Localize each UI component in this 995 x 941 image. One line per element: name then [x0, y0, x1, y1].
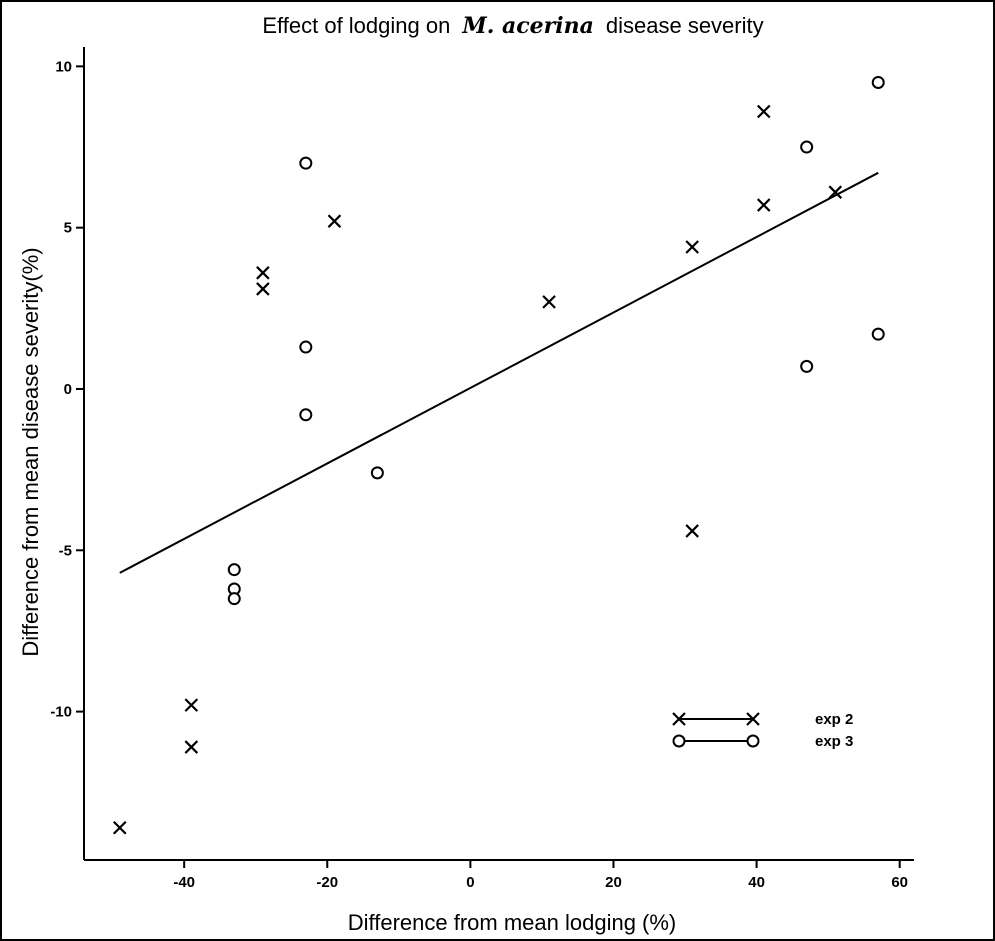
- point-exp3-1: [299, 340, 313, 354]
- point-exp2-6: [542, 295, 556, 309]
- chart-title-suffix: disease severity: [606, 13, 764, 38]
- x-tick-label-4: 40: [748, 874, 765, 891]
- chart-title-prefix: Effect of lodging on: [262, 13, 450, 38]
- point-exp3-9: [871, 75, 885, 89]
- y-tick-label-2: 0: [64, 381, 72, 398]
- x-axis-ticks: -40 -20 0 20 40 60: [173, 860, 908, 891]
- x-axis-label: Difference from mean lodging (%): [348, 910, 677, 935]
- point-exp2-10: [756, 198, 771, 212]
- point-exp3-10: [871, 327, 885, 341]
- x-tick-label-0: -40: [173, 874, 195, 891]
- point-exp2-7: [685, 240, 699, 254]
- legend: exp 2 exp 3: [672, 711, 853, 750]
- legend-marker-exp3-start: [672, 734, 686, 748]
- y-tick-label-1: -5: [59, 542, 72, 559]
- point-exp2-1: [184, 698, 199, 712]
- point-exp2-2: [184, 740, 199, 754]
- point-exp3-7: [800, 140, 814, 154]
- x-tick-label-1: -20: [316, 874, 338, 891]
- point-exp3-3: [370, 466, 384, 480]
- legend-marker-exp2-start: [672, 712, 686, 726]
- y-tick-label-0: -10: [50, 704, 72, 721]
- y-tick-label-4: 10: [55, 58, 72, 75]
- point-exp2-11: [828, 185, 843, 199]
- legend-marker-exp3-end: [746, 734, 760, 748]
- point-exp2-8: [685, 524, 699, 538]
- y-axis-ticks: -10 -5 0 5 10: [50, 58, 84, 721]
- point-exp3-4: [227, 563, 241, 577]
- legend-marker-exp2-end: [746, 712, 760, 726]
- point-exp2-3: [256, 266, 270, 280]
- point-exp2-0: [112, 820, 127, 835]
- y-tick-label-3: 5: [64, 220, 72, 237]
- point-exp2-5: [327, 214, 342, 228]
- legend-label-exp2: exp 2: [815, 711, 853, 728]
- point-exp2-4: [256, 282, 270, 296]
- point-exp3-8: [800, 359, 814, 373]
- point-exp2-9: [756, 104, 771, 119]
- x-tick-label-3: 20: [605, 874, 622, 891]
- legend-item-exp3: exp 3: [672, 733, 853, 750]
- data-points: [112, 75, 885, 835]
- y-axis-label: Difference from mean disease severity(%): [18, 247, 43, 656]
- x-tick-label-2: 0: [466, 874, 474, 891]
- point-exp3-0: [299, 156, 313, 170]
- chart-title-species: M. acerina: [461, 13, 594, 39]
- fit-line: [119, 171, 879, 574]
- x-tick-label-5: 60: [891, 874, 908, 891]
- fit-line-group: [119, 171, 879, 574]
- point-exp3-6: [227, 592, 241, 606]
- legend-label-exp3: exp 3: [815, 733, 853, 750]
- point-exp3-2: [299, 408, 313, 422]
- chart-title: Effect of lodging on M. acerina disease …: [262, 13, 763, 39]
- legend-item-exp2: exp 2: [672, 711, 853, 728]
